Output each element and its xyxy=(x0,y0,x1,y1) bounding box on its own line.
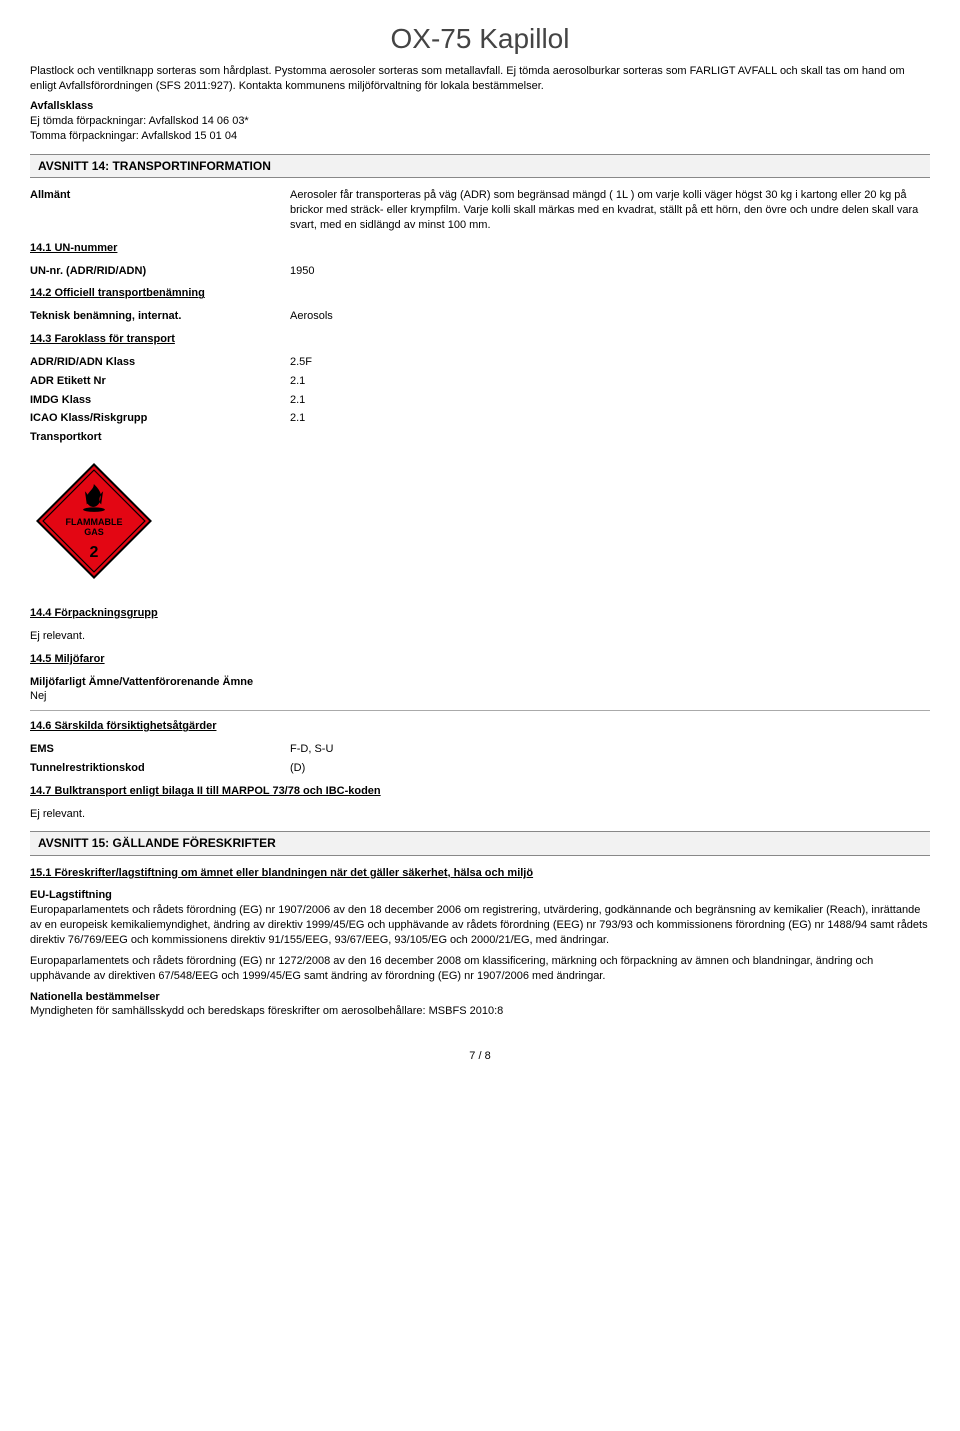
section-14-6: 14.6 Särskilda försiktighetsåtgärder xyxy=(30,719,930,734)
eu-para-2: Europaparlamentets och rådets förordning… xyxy=(30,954,930,984)
nationella-text: Myndigheten för samhällsskydd och bereds… xyxy=(30,1004,930,1019)
page-title: OX-75 Kapillol xyxy=(30,20,930,58)
un-nr-value: 1950 xyxy=(290,264,930,279)
intro-paragraph: Plastlock och ventilknapp sorteras som h… xyxy=(30,64,930,94)
icao-value: 2.1 xyxy=(290,411,930,426)
adr-klass-label: ADR/RID/ADN Klass xyxy=(30,355,290,370)
placard-class-no: 2 xyxy=(90,544,99,561)
section-15-header: AVSNITT 15: GÄLLANDE FÖRESKRIFTER xyxy=(30,831,930,855)
teknisk-label: Teknisk benämning, internat. xyxy=(30,309,290,324)
ej-relevant-2: Ej relevant. xyxy=(30,807,930,822)
section-14-7: 14.7 Bulktransport enligt bilaga II till… xyxy=(30,784,930,799)
section-14-2: 14.2 Officiell transportbenämning xyxy=(30,286,930,301)
icao-label: ICAO Klass/Riskgrupp xyxy=(30,411,290,426)
adr-klass-value: 2.5F xyxy=(290,355,930,370)
transportkort-label: Transportkort xyxy=(30,430,290,445)
section-14-header: AVSNITT 14: TRANSPORTINFORMATION xyxy=(30,154,930,178)
miljofarligt-value: Nej xyxy=(30,689,930,704)
avfallsklass-line-1: Ej tömda förpackningar: Avfallskod 14 06… xyxy=(30,114,930,129)
imdg-value: 2.1 xyxy=(290,393,930,408)
page-number: 7 / 8 xyxy=(30,1049,930,1064)
allmant-label: Allmänt xyxy=(30,188,290,233)
divider xyxy=(30,710,930,711)
allmant-text: Aerosoler får transporteras på väg (ADR)… xyxy=(290,188,930,233)
section-14-3: 14.3 Faroklass för transport xyxy=(30,332,930,347)
adr-etikett-label: ADR Etikett Nr xyxy=(30,374,290,389)
avfallsklass-line-2: Tomma förpackningar: Avfallskod 15 01 04 xyxy=(30,129,930,144)
nationella-heading: Nationella bestämmelser xyxy=(30,990,930,1005)
ems-value: F-D, S-U xyxy=(290,742,930,757)
miljofarligt-label: Miljöfarligt Ämne/Vattenförorenande Ämne xyxy=(30,675,930,690)
tunnel-value: (D) xyxy=(290,761,930,776)
teknisk-value: Aerosols xyxy=(290,309,930,324)
section-14-4: 14.4 Förpackningsgrupp xyxy=(30,606,930,621)
eu-para-1: Europaparlamentets och rådets förordning… xyxy=(30,903,930,948)
ems-label: EMS xyxy=(30,742,290,757)
avfallsklass-heading: Avfallsklass xyxy=(30,99,930,114)
flammable-gas-placard-icon: FLAMMABLE GAS 2 xyxy=(34,461,154,581)
placard-text1: FLAMMABLE xyxy=(66,517,123,527)
tunnel-label: Tunnelrestriktionskod xyxy=(30,761,290,776)
adr-etikett-value: 2.1 xyxy=(290,374,930,389)
eu-heading: EU-Lagstiftning xyxy=(30,888,930,903)
ej-relevant-1: Ej relevant. xyxy=(30,629,930,644)
section-14-1: 14.1 UN-nummer xyxy=(30,241,930,256)
section-14-5: 14.5 Miljöfaror xyxy=(30,652,930,667)
imdg-label: IMDG Klass xyxy=(30,393,290,408)
un-nr-label: UN-nr. (ADR/RID/ADN) xyxy=(30,264,290,279)
section-15-1: 15.1 Föreskrifter/lagstiftning om ämnet … xyxy=(30,866,930,881)
placard-text2: GAS xyxy=(84,527,104,537)
